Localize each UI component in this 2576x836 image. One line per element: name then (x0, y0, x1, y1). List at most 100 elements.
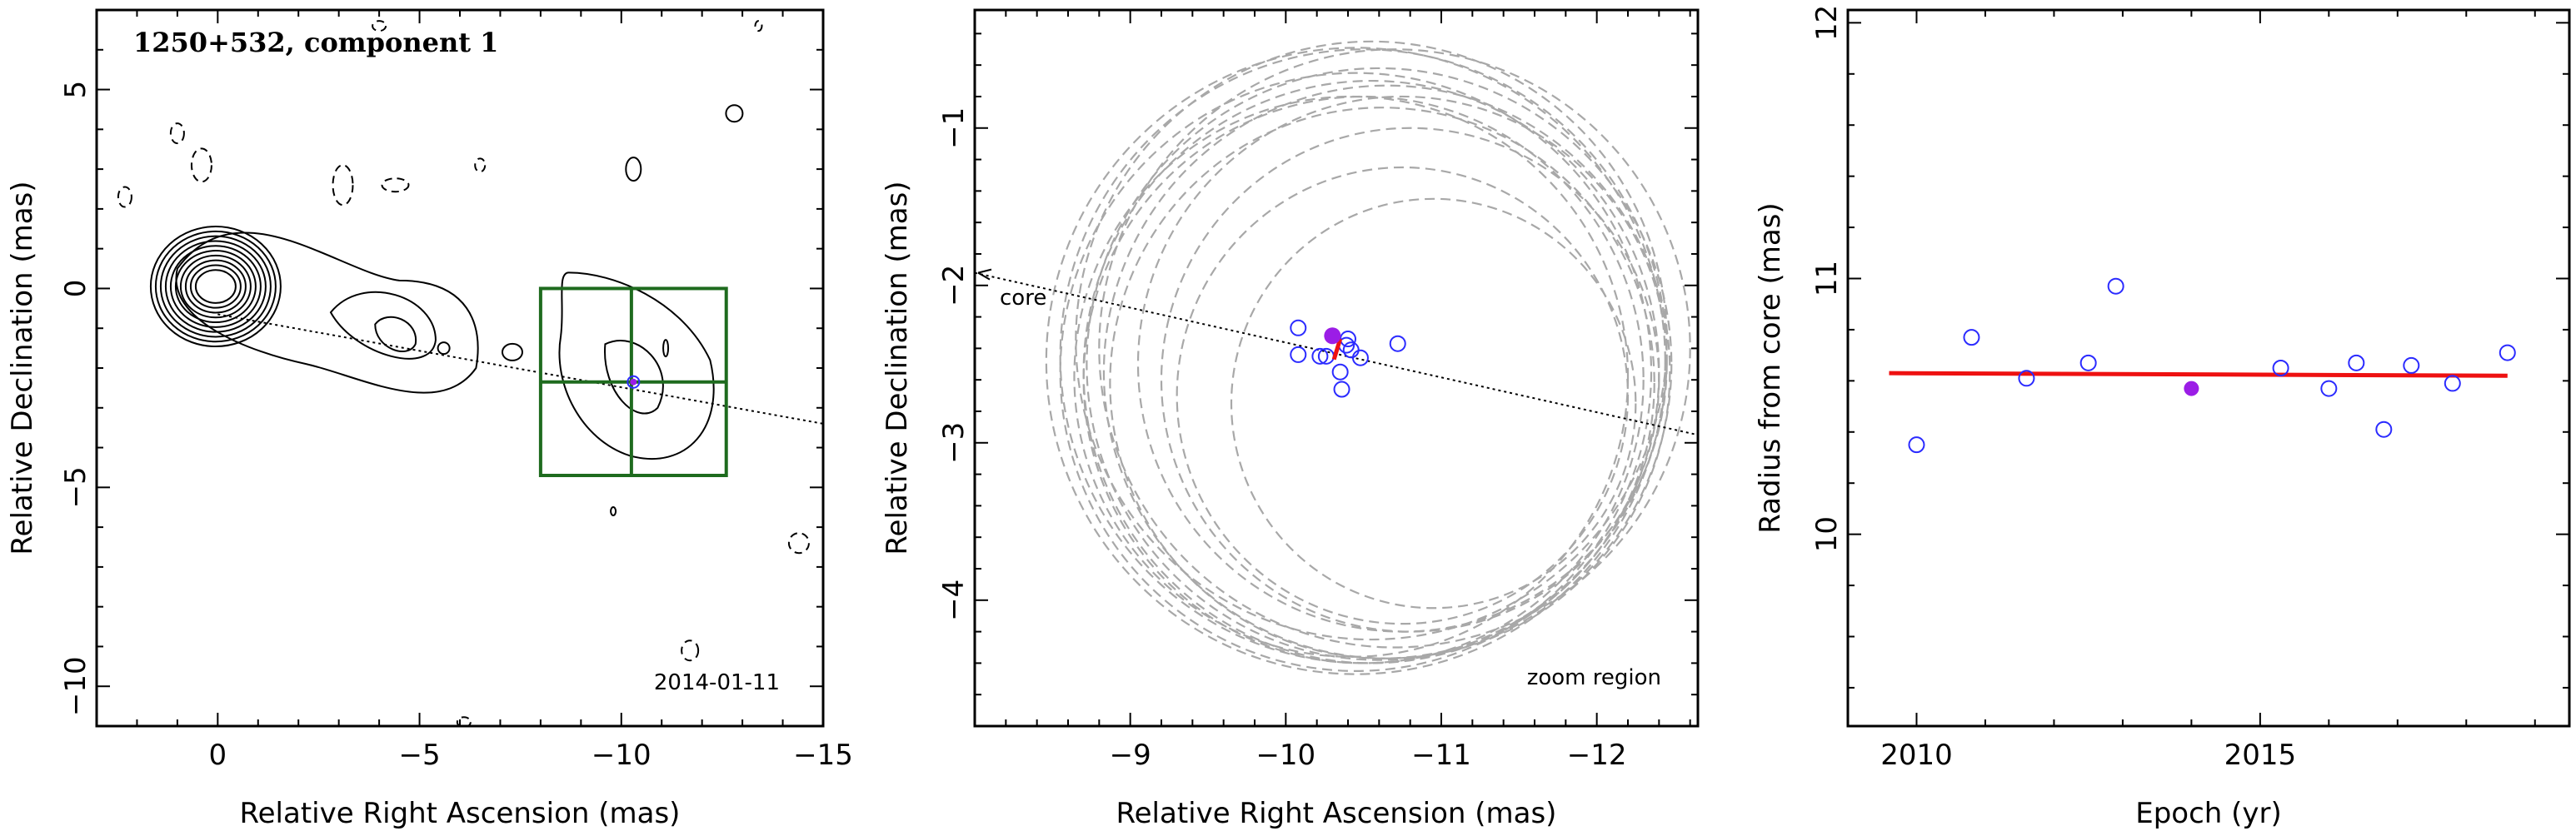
y-tick-label: −10 (59, 656, 92, 716)
core-contour (149, 226, 282, 348)
core-contour (169, 245, 262, 328)
contour-island (437, 341, 451, 356)
position-point (1331, 363, 1349, 381)
radius-point (2444, 375, 2461, 392)
zoom-region-label: zoom region (1527, 665, 1661, 690)
y-tick-label: −3 (937, 422, 971, 464)
beam-circle (1073, 95, 1630, 658)
y-tick-label: −1 (937, 107, 971, 149)
x-tick-label: −15 (793, 739, 853, 772)
radius-point (2348, 354, 2365, 371)
negative-contour (474, 157, 487, 173)
y-tick-label: −2 (937, 265, 971, 306)
panel-image-contours: 0 −5 −10 −15 −10 −5 0 5 1250+532, component 1 2… (6, 8, 853, 830)
x-tick-label: 2010 (1880, 739, 1953, 772)
beam-circle (1230, 197, 1637, 610)
core-label: core (1000, 286, 1046, 311)
negative-contour (787, 532, 810, 555)
plot-frame (1846, 8, 2571, 728)
panel-title: 1250+532, component 1 (133, 27, 498, 58)
negative-contour (381, 177, 410, 193)
core-contour (189, 264, 242, 309)
radius-point (2107, 277, 2124, 295)
negative-contour (332, 164, 354, 207)
radius-point (2499, 344, 2516, 361)
x-tick-label: 2015 (2224, 739, 2297, 772)
component-mean-marker (630, 378, 637, 386)
beam-circle (1059, 72, 1653, 672)
negative-contour (456, 716, 472, 726)
core-contour (159, 235, 272, 338)
x-tick-label: −9 (1110, 739, 1151, 772)
x-tick-label: 0 (209, 739, 227, 772)
beam-circle (1102, 84, 1671, 659)
beam-circle (1086, 67, 1673, 661)
contour-island (662, 339, 670, 358)
tick-marks: 2010 2015 10 11 12 (1810, 5, 2569, 772)
beam-circle (1098, 48, 1691, 649)
x-axis-title: Relative Right Ascension (mas) (1116, 797, 1557, 830)
negative-contour (117, 186, 132, 208)
fit-line (1889, 371, 2508, 378)
y-axis-title: Relative Declination (mas) (6, 181, 39, 555)
y-tick-label: 10 (1810, 516, 1844, 552)
core-contour (164, 240, 267, 333)
x-axis-title: Relative Right Ascension (mas) (240, 797, 681, 830)
x-tick-label: −11 (1411, 739, 1471, 772)
mean-radius-point (2184, 381, 2199, 396)
jet-contour (374, 316, 417, 353)
negative-contour (169, 122, 185, 145)
contour-island (625, 157, 642, 182)
core-contour (194, 269, 237, 304)
jet-contour (329, 291, 437, 360)
x-tick-label: −5 (398, 739, 440, 772)
jet-contour (558, 271, 715, 460)
negative-contour (754, 20, 763, 32)
position-point (1290, 346, 1307, 363)
radius-point (2079, 354, 2097, 371)
radius-point (2320, 380, 2338, 397)
contour-island (501, 342, 523, 361)
negative-contour (681, 639, 700, 662)
position-point (1340, 331, 1356, 348)
position-point (1290, 319, 1307, 336)
position-point (1342, 341, 1360, 359)
position-point (1351, 349, 1369, 366)
radius-point (1908, 436, 1925, 454)
radius-point (2272, 360, 2289, 376)
fit-segment (1331, 338, 1343, 361)
epoch-date-label: 2014-01-11 (654, 670, 780, 695)
panel-zoom-region: −9 −10 −11 −12 −4 −3 −2 −1 core zoom region Rel… (881, 8, 1700, 830)
radius-point (2018, 370, 2035, 387)
negative-contour (372, 20, 387, 32)
core-contour (179, 254, 252, 319)
tick-marks: 0 −5 −10 −15 −10 −5 0 5 (59, 9, 853, 772)
radius-point (1963, 329, 1980, 346)
jet-contour (604, 340, 664, 415)
y-axis-title: Relative Declination (mas) (881, 181, 914, 555)
panel-radius-vs-epoch: 2010 2015 10 11 12 Epoch (yr) Radius from co… (1754, 5, 2571, 830)
contour-island (725, 104, 744, 123)
position-point (1389, 335, 1406, 352)
core-contour (184, 259, 247, 314)
overlay-layer (217, 286, 823, 478)
y-axis-title: Radius from core (mas) (1754, 202, 1787, 533)
position-point (1333, 381, 1350, 398)
component-marker (627, 375, 641, 389)
core-contour (154, 230, 277, 343)
contour-map (117, 20, 810, 726)
x-axis-title: Epoch (yr) (2135, 797, 2282, 830)
beam-circle (1136, 95, 1668, 633)
core-arrow (977, 268, 992, 281)
beam-circle (1160, 127, 1660, 633)
y-tick-label: 12 (1810, 5, 1844, 41)
y-tick-label: 11 (1810, 261, 1844, 296)
x-tick-label: −10 (592, 739, 651, 772)
mean-position-point (1324, 327, 1341, 345)
negative-contour (190, 147, 212, 183)
direction-line (217, 313, 823, 425)
y-tick-label: 5 (59, 81, 92, 99)
x-tick-label: −12 (1567, 739, 1627, 772)
plot-frame (973, 8, 1700, 728)
